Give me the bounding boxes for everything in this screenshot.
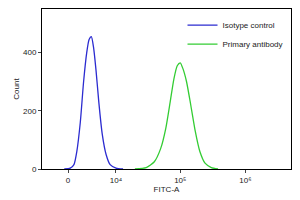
svg-text:Count: Count [12,78,21,100]
svg-text:400: 400 [23,48,37,57]
svg-text:10⁴: 10⁴ [110,176,123,185]
svg-text:Primary antibody: Primary antibody [223,40,283,49]
svg-text:10⁵: 10⁵ [174,176,186,185]
svg-text:Isotype control: Isotype control [223,21,275,30]
svg-text:0: 0 [32,165,37,174]
svg-text:FITC-A: FITC-A [154,185,180,194]
svg-text:0: 0 [66,176,71,185]
svg-text:10⁶: 10⁶ [239,176,251,185]
svg-text:200: 200 [23,107,37,116]
